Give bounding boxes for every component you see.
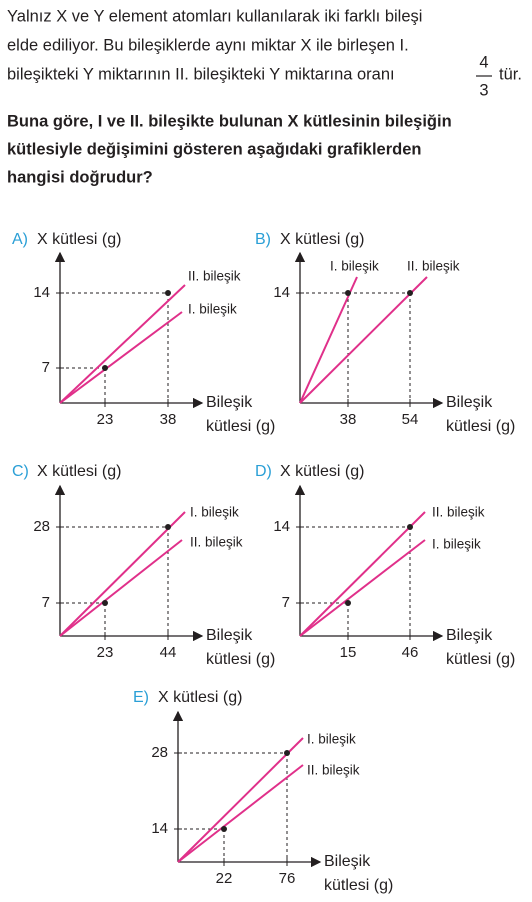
y-tick-label: 7 xyxy=(42,359,50,376)
question-line: tür. xyxy=(499,65,522,83)
fraction-numerator: 4 xyxy=(479,53,488,71)
line-label: II. bileşik xyxy=(307,763,360,778)
x-tick-label: 15 xyxy=(340,644,357,661)
compound-line xyxy=(299,276,428,404)
line-label: I. bileşik xyxy=(188,302,237,317)
y-tick-label: 14 xyxy=(273,518,290,535)
x-tick-label: 23 xyxy=(97,644,114,661)
line-label: I. bileşik xyxy=(432,537,481,552)
question-line: bileşikteki Y miktarının II. bileşikteki… xyxy=(7,65,395,83)
line-label: I. bileşik xyxy=(190,505,239,520)
compound-line xyxy=(299,276,358,404)
x-tick-label: 22 xyxy=(216,870,233,887)
point xyxy=(284,750,290,756)
x-axis-label: Bileşik xyxy=(206,627,253,644)
x-tick-label: 54 xyxy=(402,411,419,428)
x-tick-label: 44 xyxy=(160,644,177,661)
compound-line xyxy=(59,284,186,404)
y-tick-label: 14 xyxy=(273,284,290,301)
point xyxy=(102,600,108,606)
point xyxy=(345,600,351,606)
x-tick-label: 76 xyxy=(279,870,296,887)
y-tick-label: 28 xyxy=(33,518,50,535)
option-letter: B) xyxy=(255,231,271,248)
compound-line xyxy=(299,511,426,637)
x-tick-label: 38 xyxy=(160,411,177,428)
point xyxy=(221,826,227,832)
compound-line xyxy=(59,511,186,637)
question-bold: Buna göre, I ve II. bileşikte bulunan X … xyxy=(7,112,452,130)
x-axis-label: Bileşik xyxy=(446,627,493,644)
y-tick-label: 7 xyxy=(282,594,290,611)
x-axis-label: kütlesi (g) xyxy=(446,651,515,668)
point xyxy=(407,524,413,530)
option-letter: A) xyxy=(12,231,28,248)
point xyxy=(345,290,351,296)
x-axis-label: kütlesi (g) xyxy=(206,651,275,668)
compound-line xyxy=(299,539,426,637)
y-tick-label: 14 xyxy=(33,284,50,301)
x-axis-label: Bileşik xyxy=(446,394,493,411)
x-tick-label: 46 xyxy=(402,644,419,661)
y-tick-label: 7 xyxy=(42,594,50,611)
x-axis-label: Bileşik xyxy=(206,394,253,411)
y-axis-label: X kütlesi (g) xyxy=(37,463,121,480)
point xyxy=(407,290,413,296)
fraction-denominator: 3 xyxy=(479,81,488,99)
question-bold: hangisi doğrudur? xyxy=(7,168,153,186)
y-tick-label: 28 xyxy=(151,744,168,761)
point xyxy=(165,290,171,296)
option-letter: E) xyxy=(133,689,149,706)
compound-line xyxy=(59,311,183,404)
y-axis-label: X kütlesi (g) xyxy=(280,463,364,480)
option-letter: C) xyxy=(12,463,29,480)
option-letter: D) xyxy=(255,463,272,480)
x-axis-label: kütlesi (g) xyxy=(324,877,393,894)
compound-line xyxy=(177,764,304,863)
y-axis-label: X kütlesi (g) xyxy=(158,689,242,706)
y-axis-label: X kütlesi (g) xyxy=(37,231,121,248)
line-label: I. bileşik xyxy=(307,732,356,747)
point xyxy=(165,524,171,530)
x-tick-label: 38 xyxy=(340,411,357,428)
y-tick-label: 14 xyxy=(151,820,168,837)
point xyxy=(102,365,108,371)
question-line: Yalnız X ve Y element atomları kullanıla… xyxy=(7,7,422,25)
x-tick-label: 23 xyxy=(97,411,114,428)
x-axis-label: Bileşik xyxy=(324,853,371,870)
y-axis-label: X kütlesi (g) xyxy=(280,231,364,248)
line-label: I. bileşik xyxy=(330,259,379,274)
compound-line xyxy=(177,737,304,863)
line-label: II. bileşik xyxy=(432,505,485,520)
compound-line xyxy=(59,539,183,637)
line-label: II. bileşik xyxy=(190,535,243,550)
line-label: II. bileşik xyxy=(407,259,460,274)
question-bold: kütlesiyle değişimini gösteren aşağıdaki… xyxy=(7,140,421,158)
line-label: II. bileşik xyxy=(188,269,241,284)
x-axis-label: kütlesi (g) xyxy=(206,418,275,435)
x-axis-label: kütlesi (g) xyxy=(446,418,515,435)
question-line: elde ediliyor. Bu bileşiklerde aynı mikt… xyxy=(7,36,409,54)
